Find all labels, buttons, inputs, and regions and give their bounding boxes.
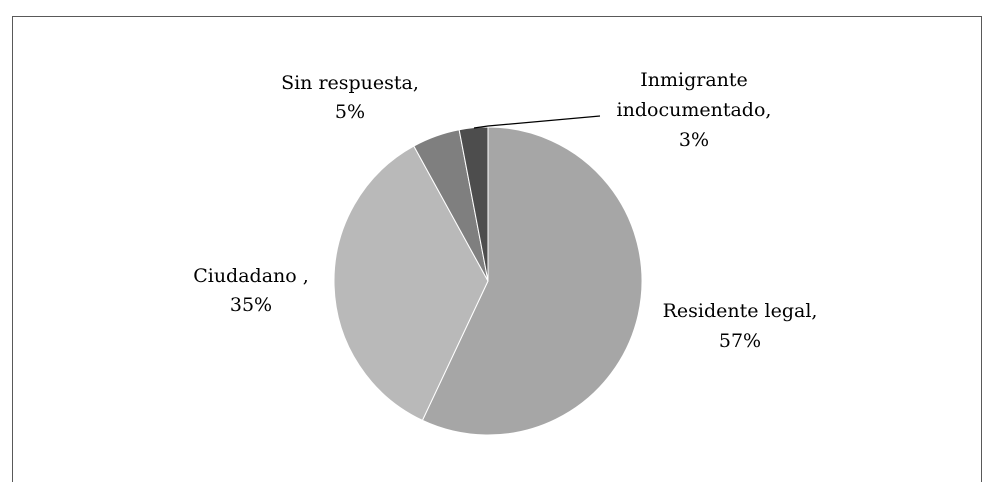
label-inmigrante-value: 3% bbox=[679, 129, 709, 151]
label-residente-name: Residente legal, bbox=[663, 300, 818, 322]
chart-frame bbox=[12, 16, 982, 482]
pie-slice-ciudadano bbox=[333, 145, 489, 422]
label-inmigrante-name-2: indocumentado, bbox=[617, 99, 772, 121]
label-sin-respuesta-value: 5% bbox=[335, 101, 365, 123]
label-sin-respuesta-name: Sin respuesta, bbox=[281, 72, 419, 94]
label-inmigrante-name: Inmigrante bbox=[640, 69, 748, 91]
pie-slices bbox=[333, 126, 643, 436]
label-residente-value: 57% bbox=[719, 330, 761, 352]
label-ciudadano-value: 35% bbox=[230, 294, 272, 316]
label-ciudadano-name: Ciudadano , bbox=[193, 265, 309, 287]
pie-slice-inmigrante-indocumentado bbox=[458, 126, 489, 282]
pie-slice-residente-legal bbox=[421, 126, 643, 436]
leader-line-inmigrante bbox=[473, 115, 601, 129]
